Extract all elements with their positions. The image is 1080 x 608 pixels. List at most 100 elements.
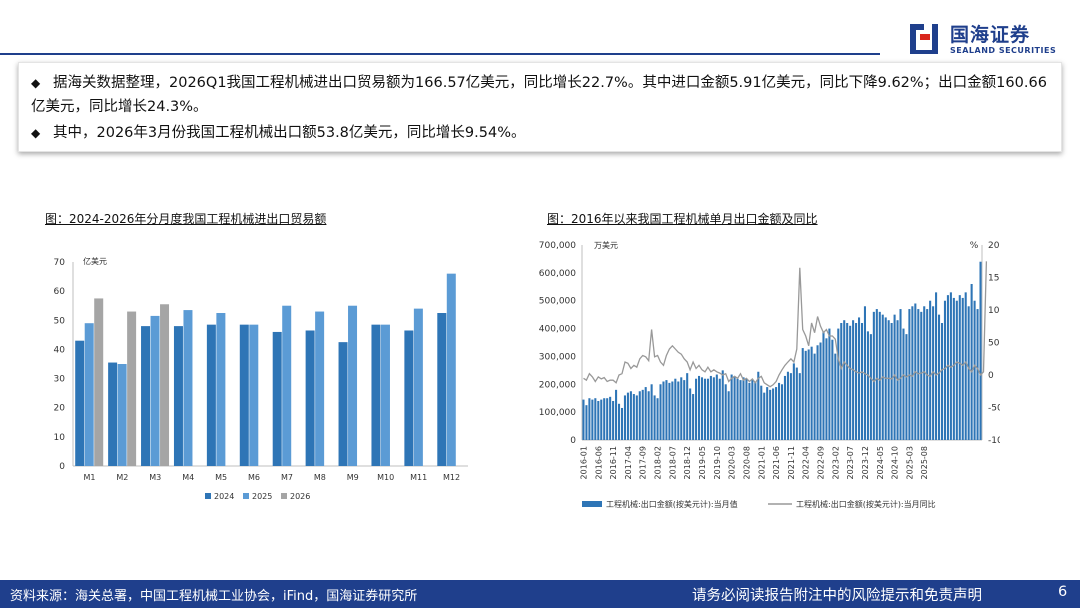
x-tick-label: 2020-08: [742, 446, 751, 479]
export-bar: [858, 317, 861, 440]
export-bar: [632, 394, 635, 440]
export-bar: [748, 382, 751, 440]
x-tick-label: M2: [116, 473, 128, 482]
export-bar: [943, 300, 946, 440]
y-tick-label: 40: [54, 345, 66, 355]
legend-swatch-2025: [243, 493, 249, 499]
legend-label-2024: 2024: [214, 492, 234, 501]
export-bar: [902, 328, 905, 440]
export-bar: [772, 388, 775, 440]
export-bar: [591, 399, 594, 440]
x-tick-label: 2022-04: [802, 446, 811, 479]
export-bar: [807, 349, 810, 440]
export-bar: [840, 323, 843, 440]
bar-2024-M1: [75, 340, 85, 466]
bar-2024-M6: [239, 324, 249, 466]
export-bar: [733, 377, 736, 440]
legend-swatch-2024: [205, 493, 211, 499]
bar-2025-M5: [216, 313, 226, 466]
legend-label-bar: 工程机械:出口金额(按美元计):当月值: [606, 499, 738, 509]
legend-label-line: 工程机械:出口金额(按美元计):当月同比: [796, 499, 936, 509]
left-tick-label: 100,000: [539, 408, 576, 418]
export-bar: [775, 387, 778, 440]
export-bar: [822, 331, 825, 440]
export-bar: [935, 292, 938, 440]
bar-2025-M9: [348, 305, 358, 466]
bar-2024-M7: [272, 331, 282, 466]
chart1-title: 图：2024-2026年分月度我国工程机械进出口贸易额: [45, 212, 327, 226]
export-bar: [866, 331, 869, 440]
export-bar: [745, 378, 748, 440]
export-bar: [923, 306, 926, 440]
export-bar: [615, 389, 618, 440]
export-bar: [852, 320, 855, 440]
export-bar: [638, 391, 641, 440]
left-tick-label: 400,000: [539, 325, 576, 335]
bar-2025-M11: [413, 308, 423, 466]
export-bar: [813, 353, 816, 440]
yoy-line: [583, 261, 988, 388]
x-tick-label: 2016-06: [594, 446, 603, 479]
export-bar: [644, 387, 647, 440]
export-bar: [846, 323, 849, 440]
export-bar: [683, 380, 686, 440]
x-tick-label: 2025-03: [905, 446, 914, 479]
monthly-trade-bar-chart: 0 10 20 30 40 50 60 70 亿美元 M1 M2 M3 M4 M5 M6 M7 M8 M9 M10 M…: [54, 256, 468, 501]
export-bar: [641, 389, 644, 440]
bar-2025-M7: [282, 305, 292, 466]
export-bar: [979, 261, 982, 440]
x-tick-label: 2023-07: [846, 446, 855, 479]
bar-2024-M4: [173, 326, 183, 466]
x-tick-label: 2016-11: [609, 446, 618, 479]
bar-2025-M2: [117, 364, 127, 466]
x-tick-label: M12: [443, 473, 460, 482]
right-tick-label: -100: [988, 436, 1000, 446]
export-bar: [674, 378, 677, 440]
x-tick-label: M4: [182, 473, 194, 482]
x-tick-label: 2016-01: [579, 446, 588, 479]
legend-swatch-2026: [281, 493, 287, 499]
footer-disclaimer: 请务必阅读报告附注中的风险提示和免责声明: [692, 588, 982, 604]
export-bar: [626, 392, 629, 440]
export-bar: [653, 395, 656, 440]
legend-label-2026: 2026: [290, 492, 310, 501]
x-tick-label: M3: [149, 473, 161, 482]
export-bar: [635, 395, 638, 440]
x-tick-label: 2019-10: [713, 446, 722, 479]
y-tick-label: 30: [54, 375, 66, 385]
export-bar: [849, 325, 852, 440]
export-bar: [917, 309, 920, 440]
bar-2024-M9: [338, 342, 348, 466]
export-bar: [952, 297, 955, 440]
export-bar: [647, 391, 650, 440]
left-tick-label: 600,000: [539, 269, 576, 279]
footer-bar: 资料来源：海关总署，中国工程机械工业协会，iFind，国海证券研究所 请务必阅读…: [0, 580, 1080, 608]
summary-bullet-2: ◆ 其中，2026年3月份我国工程机械出口额53.8亿美元，同比增长9.54%。: [31, 121, 1056, 145]
brand-name-cn: 国海证券: [950, 24, 1031, 46]
summary-box: ◆ 据海关数据整理，2026Q1我国工程机械进出口贸易额为166.57亿美元，同比…: [18, 62, 1062, 152]
x-tick-label: 2020-03: [728, 446, 737, 479]
export-bar: [964, 292, 967, 440]
x-tick-label: 2021-06: [772, 446, 781, 479]
x-tick-label: 2017-04: [624, 446, 633, 479]
export-bar: [899, 309, 902, 440]
export-bar: [754, 381, 757, 440]
x-tick-label: 2019-05: [698, 446, 707, 479]
export-bar: [783, 375, 786, 440]
export-bar: [680, 377, 683, 440]
summary-bullet-1: ◆ 据海关数据整理，2026Q1我国工程机械进出口贸易额为166.57亿美元，同比…: [31, 71, 1056, 119]
diamond-bullet-icon: ◆: [31, 126, 41, 140]
x-tick-label: M6: [248, 473, 260, 482]
y-unit-label: 亿美元: [83, 256, 107, 266]
x-tick-label: 2018-02: [654, 446, 663, 479]
right-tick-label: 100: [988, 306, 1000, 316]
y-tick-label: 0: [59, 462, 65, 472]
footer-source: 资料来源：海关总署，中国工程机械工业协会，iFind，国海证券研究所: [10, 589, 418, 604]
export-bar: [929, 300, 932, 440]
right-tick-label: 150: [988, 274, 1000, 284]
export-bar: [606, 398, 609, 440]
export-bar: [766, 387, 769, 440]
export-bar: [698, 375, 701, 440]
export-bar: [819, 342, 822, 440]
export-bar: [662, 381, 665, 440]
